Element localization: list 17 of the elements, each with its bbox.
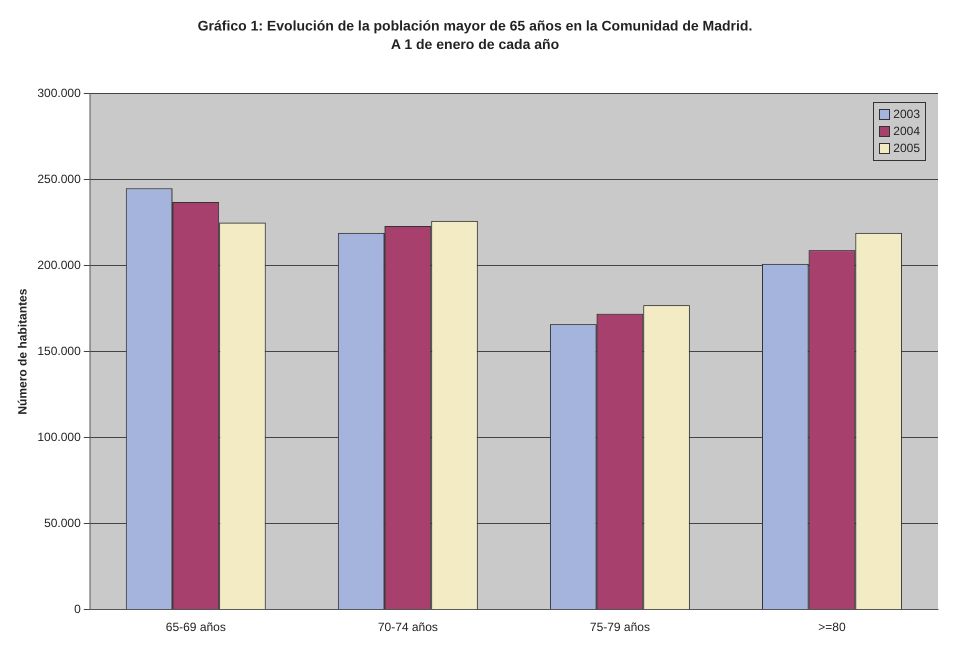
- y-tick-label: 250.000: [37, 172, 82, 186]
- legend-label: 2004: [893, 122, 920, 140]
- y-tick-label: 200.000: [37, 258, 82, 272]
- x-tick-label: 65-69 años: [166, 620, 226, 634]
- y-tick-label: 150.000: [37, 344, 82, 358]
- chart-subtitle: A 1 de enero de cada año: [390, 36, 560, 52]
- y-axis-title: Número de habitantes: [16, 288, 30, 415]
- y-tick-label: 0: [74, 602, 82, 616]
- legend-label: 2003: [893, 106, 920, 123]
- y-tick-label: 300.000: [37, 86, 82, 100]
- x-tick-label: 75-79 años: [590, 620, 650, 634]
- x-tick-label: >=80: [818, 620, 846, 634]
- y-tick-label: 100.000: [37, 430, 82, 444]
- x-tick-label: 70-74 años: [378, 620, 438, 634]
- chart-title: Gráfico 1: Evolución de la población mayor de 65 años en la Comunidad de Madrid.: [198, 17, 752, 34]
- legend-label: 2005: [893, 140, 920, 157]
- y-tick-label: 50.000: [44, 516, 82, 530]
